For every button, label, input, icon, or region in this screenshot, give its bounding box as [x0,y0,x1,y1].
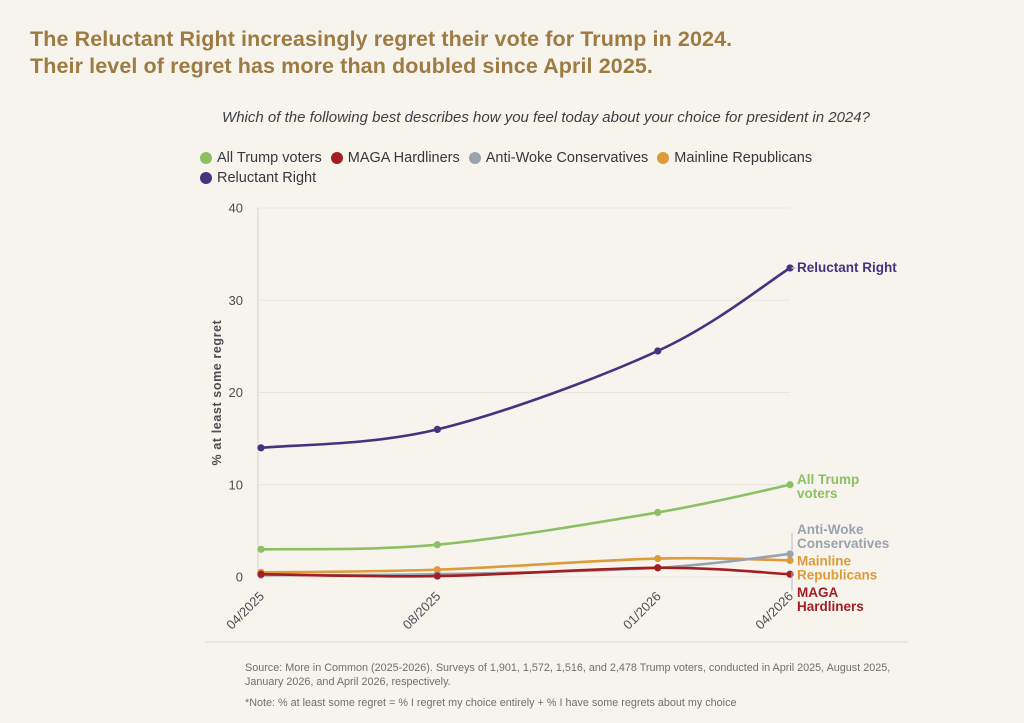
end-label-mainline-republicans: Mainline [797,553,851,568]
end-label-anti-woke-conservatives: Conservatives [797,536,889,551]
svg-text:30: 30 [229,293,243,308]
legend-item-maga-hardliners: MAGA Hardliners [330,148,460,168]
x-axis-tick-labels: 04/2025 08/2025 01/2026 04/2026 [223,589,796,633]
legend-item-reluctant-right: Reluctant Right [200,168,316,188]
legend-swatch-mainline-republicans [657,152,670,164]
definition-note: *Note: % at least some regret = % I regr… [245,697,737,709]
svg-text:04/2025: 04/2025 [223,589,267,633]
series-line-reluctant-right [259,266,792,450]
end-label-anti-woke-conservatives: Anti-Woke [797,522,864,537]
legend-item-anti-woke-conservatives: Anti-Woke Conservatives [468,148,649,168]
leader-lines [791,267,796,591]
data-point-reluctant-right [257,444,265,452]
svg-text:01/2026: 01/2026 [620,589,664,633]
survey-question: Which of the following best describes ho… [222,109,870,126]
series-line-all-trump-voters [259,483,792,551]
end-label-maga-hardliners: Hardliners [797,599,864,614]
data-point-all-trump-voters [433,541,441,549]
data-point-maga-hardliners [786,570,794,578]
chart-legend: All Trump voters MAGA Hardliners Anti-Woke… [200,148,900,188]
end-label-all-trump-voters: voters [797,486,838,501]
headline-line-1: The Reluctant Right increasingly regret … [30,27,733,51]
data-point-all-trump-voters [654,508,662,517]
data-point-maga-hardliners [433,572,441,580]
svg-text:04/2026: 04/2026 [752,589,796,633]
line-chart: 0 10 20 30 40 % at least some regret 04/2025 08… [205,201,908,643]
y-axis-tick-labels: 0 10 20 30 40 [229,201,243,585]
svg-text:0: 0 [236,570,243,585]
data-point-anti-woke-conservatives [786,550,794,558]
y-axis-title: % at least some regret [210,319,224,465]
end-label-reluctant-right: Reluctant Right [797,260,897,275]
series-line-maga-hardliners [259,566,792,578]
legend-label: Anti-Woke Conservatives [485,150,649,166]
legend-label: MAGA Hardliners [347,150,460,166]
svg-text:08/2025: 08/2025 [400,589,444,633]
legend-swatch-anti-woke-conservatives [468,152,481,164]
legend-label: Reluctant Right [217,170,317,186]
legend-label: All Trump voters [217,150,322,166]
data-point-mainline-republicans [654,554,662,563]
series-line-mainline-republicans [259,556,792,574]
end-label-maga-hardliners: MAGA [797,585,838,600]
data-point-all-trump-voters [786,481,794,489]
legend-label: Mainline Republicans [674,150,813,166]
legend-item-mainline-republicans: Mainline Republicans [657,148,812,168]
svg-text:40: 40 [229,201,243,216]
legend-item-all-trump-voters: All Trump voters [200,148,322,168]
chart-headline: The Reluctant Right increasingly regret … [30,26,732,80]
data-point-mainline-republicans [786,556,794,564]
data-point-maga-hardliners [654,564,662,572]
legend-swatch-all-trump-voters [200,152,212,164]
data-point-all-trump-voters [257,545,265,553]
data-point-reluctant-right [433,425,441,433]
source-note: Source: More in Common (2025-2026). Surv… [245,662,891,688]
data-point-reluctant-right [786,264,794,272]
data-point-maga-hardliners [257,570,265,578]
y-gridlines [258,207,790,578]
headline-line-2: Their level of regret has more than doub… [30,54,654,78]
series-all-trump-voters [257,481,794,553]
data-point-reluctant-right [654,347,662,355]
legend-swatch-reluctant-right [200,172,212,184]
svg-text:20: 20 [229,385,243,400]
svg-text:10: 10 [229,477,243,492]
legend-swatch-maga-hardliners [330,152,343,164]
series-reluctant-right [257,264,794,452]
end-label-all-trump-voters: All Trump [797,472,859,487]
end-label-mainline-republicans: Republicans [797,567,877,582]
